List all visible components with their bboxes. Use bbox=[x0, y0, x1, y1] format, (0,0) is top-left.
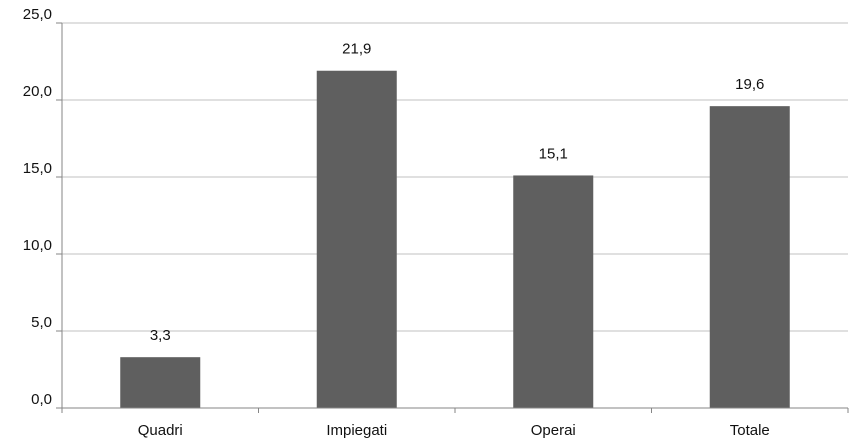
bar-operai bbox=[513, 175, 594, 408]
y-tick-label: 15,0 bbox=[23, 160, 52, 177]
y-tick-label: 10,0 bbox=[23, 237, 52, 254]
x-axis-ticks: Quadri Impiegati Operai Totale bbox=[61, 408, 849, 439]
x-tick-label: Quadri bbox=[138, 422, 183, 439]
data-label: 19,6 bbox=[735, 76, 764, 93]
bar-quadri bbox=[120, 357, 201, 408]
data-label: 3,3 bbox=[150, 327, 171, 344]
y-tick-label: 0,0 bbox=[31, 391, 52, 408]
x-tick-label: Operai bbox=[531, 422, 576, 439]
bars bbox=[120, 70, 790, 409]
x-tick-label: Totale bbox=[730, 422, 770, 439]
y-axis-ticks: 0,0 5,0 10,0 15,0 20,0 25,0 bbox=[23, 6, 62, 409]
y-tick-label: 25,0 bbox=[23, 6, 52, 23]
bar-impiegati bbox=[316, 70, 397, 409]
y-tick-label: 20,0 bbox=[23, 83, 52, 100]
data-labels: 3,3 21,9 15,1 19,6 bbox=[150, 41, 765, 344]
bar-totale bbox=[709, 106, 790, 408]
data-label: 15,1 bbox=[539, 145, 568, 162]
y-tick-label: 5,0 bbox=[31, 314, 52, 331]
x-tick-label: Impiegati bbox=[326, 422, 387, 439]
data-label: 21,9 bbox=[342, 41, 371, 58]
